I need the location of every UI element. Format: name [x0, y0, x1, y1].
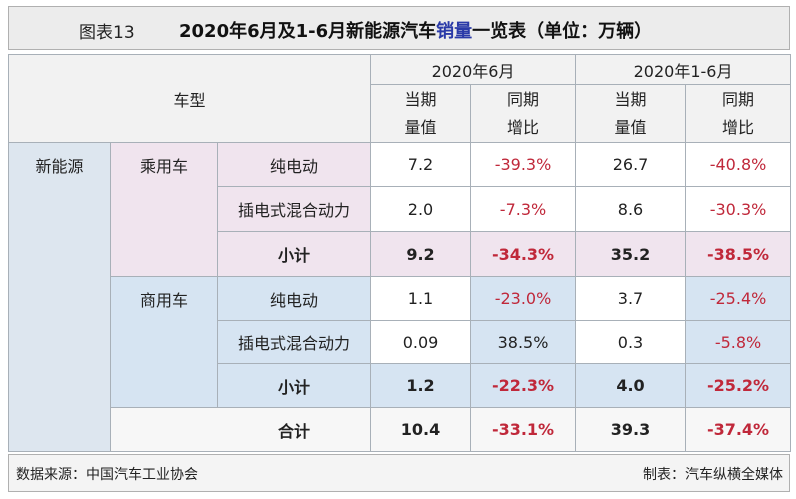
vehicle-type: 插电式混合动力: [216, 320, 372, 364]
corner: 车型: [7, 54, 372, 143]
column-header: 同期 增比: [685, 84, 792, 143]
group-name: 乘用车: [110, 142, 218, 277]
value-cell: 3.7: [575, 276, 687, 321]
table-row: 商用车 纯电动 1.1 -23.0% 3.7 -25.4%: [9, 276, 792, 408]
vehicle-type: 插电式混合动力: [216, 186, 372, 232]
value-cell: 0.3: [575, 320, 687, 364]
value-cell: -23.0%: [470, 276, 577, 321]
value-cell: -38.5%: [685, 231, 792, 277]
value-cell: 9.2: [370, 231, 472, 277]
vehicle-type: 纯电动: [216, 276, 372, 321]
table-row: 新能源 乘用车 纯电动 7.2 -39.3% 26.7 -40.8%: [8, 142, 792, 452]
table-row: 插电式混合动力 0.09 38.5% 0.3 -5.8%: [9, 320, 792, 364]
value-cell: 1.2: [370, 363, 472, 408]
value-cell: -5.8%: [685, 320, 792, 364]
value-cell: 26.7: [575, 142, 687, 187]
value-cell: -25.2%: [685, 363, 792, 408]
column-header: 同期 增比: [470, 84, 577, 143]
table-row: 插电式混合动力 2.0 -7.3% 8.6 -30.3%: [9, 186, 792, 232]
subtotal-label: 小计: [216, 363, 372, 408]
value-cell: 4.0: [575, 363, 687, 408]
column-header-line: 同期: [507, 89, 540, 109]
column-header-line: 增比: [722, 117, 755, 137]
title-part: 2020年6月及1-6月新能源汽车: [179, 21, 437, 42]
title-part: 一览表（单位：万辆）: [472, 21, 653, 42]
total-row: 合计 10.4 -33.1% 39.3 -37.4%: [9, 407, 792, 452]
value-cell: 39.3: [575, 407, 687, 452]
subtotal-row: 小计 1.2 -22.3% 4.0 -25.2%: [9, 363, 792, 408]
value-cell: -7.3%: [470, 186, 577, 232]
value-cell: 1.1: [370, 276, 472, 321]
period: 2020年6月: [370, 54, 577, 85]
value-cell: -25.4%: [685, 276, 792, 321]
value-cell: 38.5%: [470, 320, 577, 364]
column-header: 当期 量值: [370, 84, 472, 143]
footer: 数据来源：中国汽车工业协会 制表：汽车纵横全媒体: [8, 454, 790, 492]
value-cell: -30.3%: [685, 186, 792, 232]
column-header-line: 同期: [722, 89, 755, 109]
column-header: 当期 量值: [575, 84, 687, 143]
group-name: 商用车: [110, 276, 218, 408]
value-cell: 8.6: [575, 186, 687, 232]
value-cell: -22.3%: [470, 363, 577, 408]
value-cell: 2.0: [370, 186, 472, 232]
vehicle-type: 纯电动: [216, 142, 372, 187]
title-bar: 图表13 2020年6月及1-6月新能源汽车销量一览表（单位：万辆）: [8, 6, 790, 50]
credit: 制表：汽车纵横全媒体: [643, 467, 783, 483]
column-header-line: 量值: [614, 117, 647, 137]
source: 数据来源：中国汽车工业协会: [16, 467, 198, 483]
sales-table: 车型 2020年6月 2020年1-6月 当期 量值 同期 增比 当期 量值 同期 增比 新能…: [7, 54, 792, 452]
column-header-line: 量值: [404, 117, 437, 137]
category: 新能源: [8, 142, 111, 452]
value-cell: -34.3%: [470, 231, 577, 277]
value-cell: 35.2: [575, 231, 687, 277]
subtotal-row: 小计 9.2 -34.3% 35.2 -38.5%: [9, 231, 792, 277]
value-cell: 7.2: [370, 142, 472, 187]
column-header-line: 当期: [404, 89, 437, 109]
title: 2020年6月及1-6月新能源汽车销量一览表（单位：万辆）: [179, 17, 652, 43]
figure-label: 图表13: [79, 23, 135, 43]
title-highlight: 销量: [436, 21, 473, 42]
column-header-line: 增比: [507, 117, 540, 137]
total-label: 合计: [109, 407, 372, 452]
subtotal-label: 小计: [216, 231, 372, 277]
period: 2020年1-6月: [575, 54, 792, 85]
column-header-line: 当期: [614, 89, 647, 109]
value-cell: 0.09: [370, 320, 472, 364]
value-cell: -39.3%: [470, 142, 577, 187]
value-cell: 10.4: [370, 407, 472, 452]
value-cell: -33.1%: [470, 407, 577, 452]
value-cell: -40.8%: [685, 142, 792, 187]
value-cell: -37.4%: [685, 407, 792, 452]
